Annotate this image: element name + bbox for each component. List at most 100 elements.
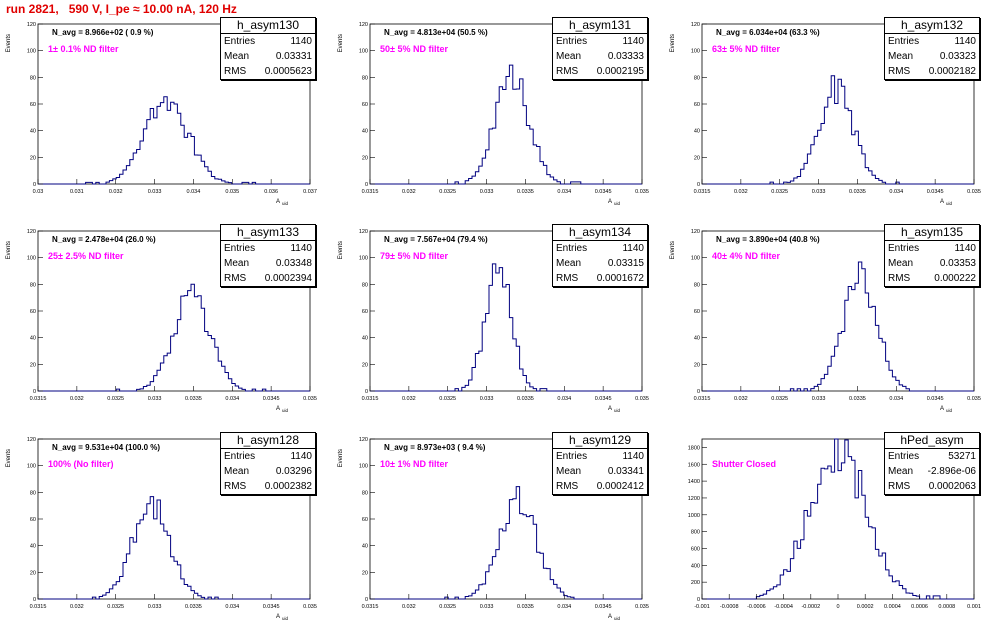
histogram-svg: 0.0315 0.032 0.0325 0.033 0.0335 0.034 0.0345 0…: [670, 22, 981, 206]
y-tick-label: 40: [362, 544, 368, 550]
stats-row-entries: Entries 1140: [221, 449, 315, 464]
x-tick-label: 0.0345: [927, 396, 944, 402]
stats-label: RMS: [224, 481, 247, 492]
stats-row-entries: Entries 53271: [885, 449, 979, 464]
stats-value: 0.03341: [607, 466, 644, 477]
histogram-line: [370, 486, 642, 600]
stats-label: Entries: [556, 451, 588, 462]
histogram-name: h_asym129: [553, 433, 647, 449]
stats-box: h_asym128 Entries 1140 Mean 0.03296 RMS 0.0002…: [220, 432, 316, 495]
stats-row-mean: Mean 0.03315: [553, 256, 647, 271]
histogram-svg: 0.0315 0.032 0.0325 0.033 0.0335 0.034 0.0345 0…: [670, 229, 981, 413]
stats-row-mean: Mean 0.03331: [221, 49, 315, 64]
filter-label: 63± 5% ND filter: [712, 44, 780, 54]
histogram-line: [370, 263, 642, 392]
y-tick-label: 120: [27, 22, 36, 28]
histogram-pad-h_asym132: 0.0315 0.032 0.0325 0.033 0.0335 0.034 0.0345 0…: [664, 0, 996, 207]
y-axis-label: Events: [338, 449, 344, 467]
histogram-name: h_asym132: [885, 18, 979, 34]
histogram-line: [702, 75, 974, 185]
x-tick-label: 0.035: [303, 604, 317, 610]
x-tick-label: 0.034: [225, 396, 239, 402]
filter-label: 100% (No filter): [48, 459, 114, 469]
y-tick-label: 0: [365, 597, 368, 603]
x-tick-label: 0.035: [967, 189, 981, 195]
x-tick-label: 0.0315: [362, 189, 379, 195]
stats-value: 1140: [622, 451, 644, 462]
x-tick-label: 0.034: [557, 189, 571, 195]
x-tick-label: -0.0006: [747, 604, 766, 610]
y-tick-label: 80: [362, 282, 368, 288]
stats-row-mean: Mean 0.03348: [221, 256, 315, 271]
stats-row-rms: RMS 0.0002382: [221, 479, 315, 494]
stats-value: 0.03296: [275, 466, 312, 477]
x-tick-label: 0.033: [148, 396, 162, 402]
stats-value: 0.03315: [607, 258, 644, 269]
stats-label: RMS: [556, 66, 579, 77]
stats-row-entries: Entries 1140: [553, 449, 647, 464]
x-tick-label: 0.0315: [30, 396, 47, 402]
stats-row-rms: RMS 0.0001672: [553, 271, 647, 286]
y-tick-label: 60: [362, 102, 368, 108]
x-tick-label: 0.035: [635, 189, 649, 195]
filter-label: 79± 5% ND filter: [380, 251, 448, 261]
y-tick-label: 40: [694, 129, 700, 135]
x-tick-label: 0.0345: [595, 604, 612, 610]
stats-value: 0.000222: [934, 273, 976, 284]
histogram-svg: 0.0315 0.032 0.0325 0.033 0.0335 0.034 0.0345 0…: [338, 229, 649, 413]
stats-label: RMS: [888, 273, 911, 284]
stats-row-mean: Mean 0.03341: [553, 464, 647, 479]
filter-label: 50± 5% ND filter: [380, 44, 448, 54]
histogram-name: h_asym135: [885, 225, 979, 241]
stats-value: 1140: [290, 451, 312, 462]
stats-value: 1140: [622, 36, 644, 47]
y-tick-label: 20: [362, 155, 368, 161]
x-tick-label: 0.034: [187, 189, 201, 195]
x-tick-label: -0.0002: [801, 604, 820, 610]
x-tick-label: 0.032: [402, 604, 416, 610]
stats-value: 1140: [622, 243, 644, 254]
y-axis-label: Events: [6, 241, 12, 259]
y-tick-label: 20: [694, 155, 700, 161]
x-tick-label: 0.0335: [517, 396, 534, 402]
stats-value: 0.0001672: [596, 273, 644, 284]
stats-value: 53271: [948, 451, 976, 462]
x-tick-label: 0.0006: [911, 604, 928, 610]
navg-annotation: N_avg = 3.890e+04 (40.8 %): [716, 235, 820, 244]
stats-value: 0.0002394: [264, 273, 312, 284]
y-tick-label: 0: [33, 389, 36, 395]
stats-value: 0.03353: [939, 258, 976, 269]
y-tick-label: 20: [30, 570, 36, 576]
x-tick-label: 0.033: [812, 396, 826, 402]
stats-box: h_asym135 Entries 1140 Mean 0.03353 RMS 0.0002…: [884, 224, 980, 287]
x-tick-label: 0.0325: [107, 604, 124, 610]
y-tick-label: 40: [362, 129, 368, 135]
x-tick-label: 0.0315: [362, 604, 379, 610]
y-tick-label: 120: [359, 437, 368, 443]
filter-label: 25± 2.5% ND filter: [48, 251, 124, 261]
histogram-pad-hPed_asym: -0.001 -0.0008 -0.0006 -0.0004 -0.0002 0 0.000…: [664, 415, 996, 622]
x-tick-label: 0.034: [225, 604, 239, 610]
y-tick-label: 100: [27, 464, 36, 470]
stats-label: RMS: [224, 66, 247, 77]
stats-row-entries: Entries 1140: [221, 34, 315, 49]
y-tick-label: 600: [691, 546, 700, 552]
y-tick-label: 400: [691, 563, 700, 569]
y-tick-label: 60: [30, 102, 36, 108]
y-tick-label: 120: [691, 229, 700, 235]
stats-label: Mean: [224, 51, 250, 62]
y-tick-label: 80: [362, 490, 368, 496]
x-tick-label: 0.037: [303, 189, 317, 195]
stats-row-mean: Mean 0.03333: [553, 49, 647, 64]
stats-label: Mean: [556, 466, 582, 477]
stats-row-mean: Mean 0.03353: [885, 256, 979, 271]
x-tick-label: 0.032: [70, 396, 84, 402]
y-tick-label: 120: [359, 22, 368, 28]
y-axis-label: Events: [6, 34, 12, 52]
stats-label: RMS: [556, 273, 579, 284]
y-tick-label: 1000: [688, 513, 700, 519]
